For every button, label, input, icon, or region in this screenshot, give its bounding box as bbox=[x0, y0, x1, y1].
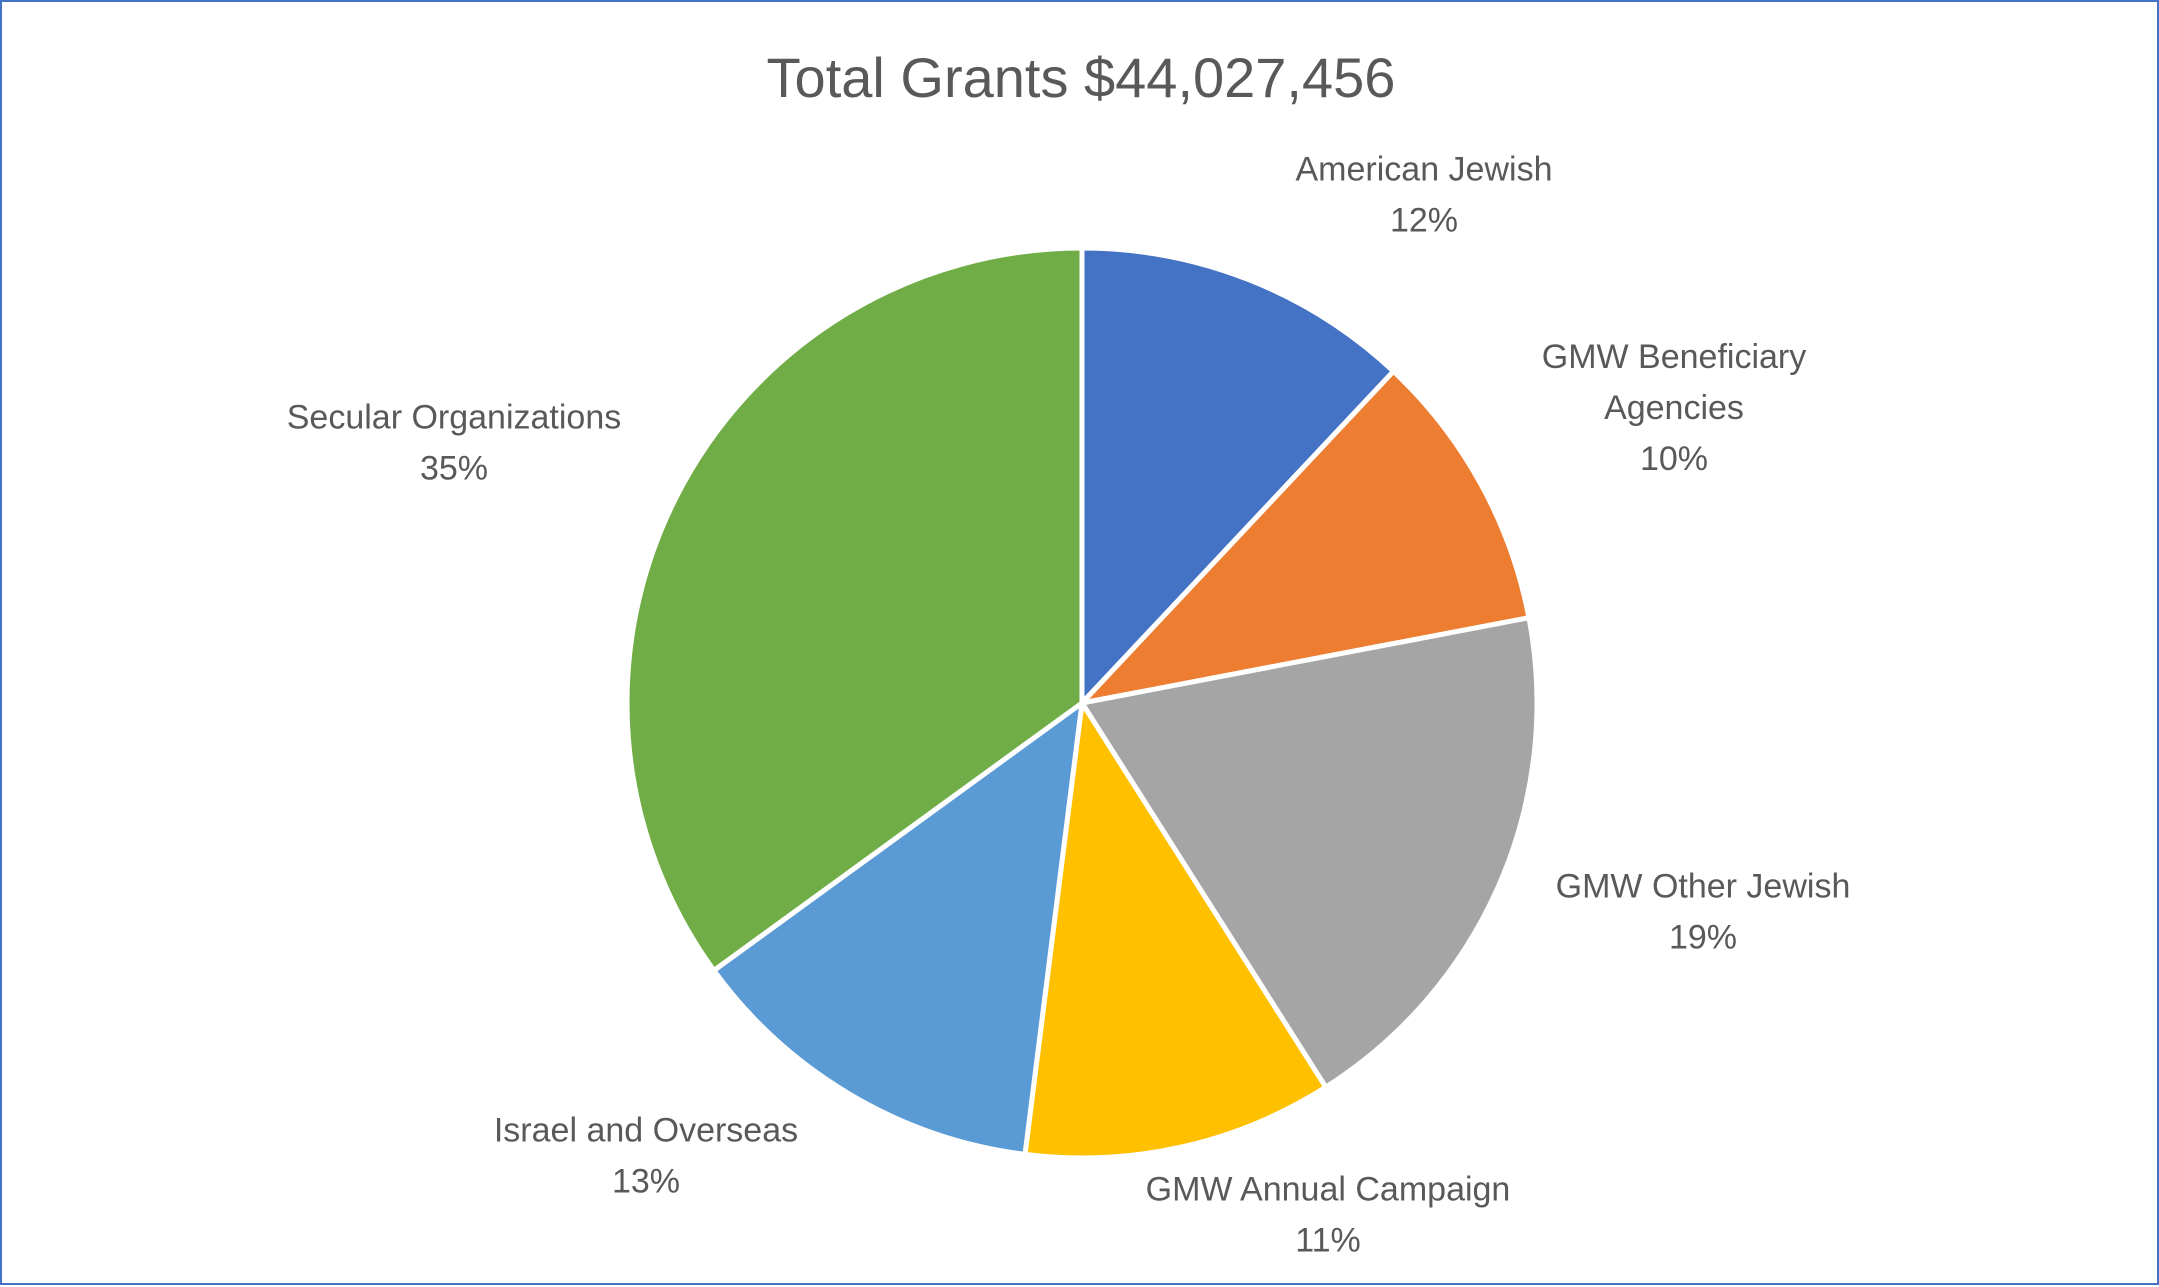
pie-slice-american-jewish bbox=[1079, 245, 1396, 706]
slice-name-secular-organizations: Secular Organizations bbox=[287, 399, 622, 437]
slice-name-gmw-beneficiary-agencies: GMW Beneficiary bbox=[1542, 338, 1807, 376]
slice-label-american-jewish: American Jewish 12% bbox=[1296, 151, 1553, 240]
chart-title: Total Grants $44,027,456 bbox=[767, 46, 1396, 109]
pie-slice-secular-organizations bbox=[624, 245, 1085, 973]
slice-name-gmw-annual-campaign: GMW Annual Campaign bbox=[1146, 1171, 1511, 1209]
slice-label-gmw-beneficiary-agencies: GMW Beneficiary Agencies 10% bbox=[1542, 338, 1807, 478]
slice-percent-gmw-other-jewish: 19% bbox=[1669, 919, 1737, 957]
pie-slice-gmw-beneficiary-agencies bbox=[1079, 368, 1532, 706]
slice-name-gmw-other-jewish: GMW Other Jewish bbox=[1556, 868, 1851, 906]
slice-name-american-jewish: American Jewish bbox=[1296, 151, 1553, 189]
pie-slice-gmw-other-jewish bbox=[1079, 615, 1540, 1090]
slice-percent-israel-and-overseas: 13% bbox=[612, 1163, 680, 1201]
slice-percent-gmw-beneficiary-agencies: 10% bbox=[1640, 440, 1708, 478]
slice-percent-american-jewish: 12% bbox=[1390, 202, 1458, 240]
pie-slice-israel-and-overseas bbox=[711, 700, 1085, 1157]
slice-labels: American Jewish 12% GMW Beneficiary Agencie… bbox=[287, 151, 1851, 1260]
pie-slices bbox=[624, 245, 1540, 1161]
slice-name-gmw-beneficiary-agencies: Agencies bbox=[1604, 389, 1744, 427]
slice-label-secular-organizations: Secular Organizations 35% bbox=[287, 399, 622, 488]
slice-percent-gmw-annual-campaign: 11% bbox=[1295, 1222, 1361, 1260]
pie-slice-gmw-annual-campaign bbox=[1022, 700, 1329, 1161]
slice-name-israel-and-overseas: Israel and Overseas bbox=[494, 1112, 798, 1150]
slice-label-israel-and-overseas: Israel and Overseas 13% bbox=[494, 1112, 798, 1201]
slice-label-gmw-annual-campaign: GMW Annual Campaign 11% bbox=[1146, 1171, 1511, 1260]
slice-percent-secular-organizations: 35% bbox=[420, 450, 488, 488]
slice-label-gmw-other-jewish: GMW Other Jewish 19% bbox=[1556, 868, 1851, 957]
